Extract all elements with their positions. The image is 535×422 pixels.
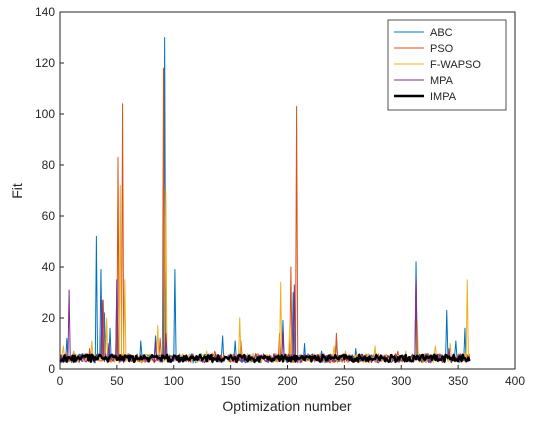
y-tick-label: 20 <box>42 311 56 325</box>
y-tick-label: 60 <box>42 209 56 223</box>
x-tick-label: 300 <box>391 374 411 388</box>
x-tick-label: 150 <box>221 374 241 388</box>
x-axis-label: Optimization number <box>222 398 352 414</box>
x-tick-label: 400 <box>505 374 525 388</box>
y-tick-label: 120 <box>35 56 55 70</box>
series-line-impa <box>59 353 471 364</box>
y-tick-label: 40 <box>42 260 56 274</box>
legend-label: ABC <box>430 27 453 39</box>
legend-label: F-WAPSO <box>430 59 481 71</box>
x-tick-label: 350 <box>448 374 468 388</box>
legend-label: IMPA <box>430 91 457 103</box>
x-tick-label: 200 <box>277 374 297 388</box>
x-tick-label: 100 <box>164 374 184 388</box>
tick-layer: 0 50 100 150 200 250 300 350 400 0 20 40 60 80 100 120 1… <box>35 5 525 388</box>
legend-label: MPA <box>430 75 454 87</box>
y-tick-label: 80 <box>42 158 56 172</box>
legend-label: PSO <box>430 43 454 55</box>
series-layer <box>59 37 471 364</box>
y-tick-label: 0 <box>48 362 55 376</box>
x-tick-label: 50 <box>110 374 124 388</box>
x-tick-label: 250 <box>334 374 354 388</box>
y-tick-label: 100 <box>35 107 55 121</box>
legend: ABC PSO F-WAPSO MPA IMPA <box>387 19 507 111</box>
x-tick-label: 0 <box>57 374 64 388</box>
y-axis-label: Fit <box>9 183 25 199</box>
y-tick-label: 140 <box>35 5 55 19</box>
